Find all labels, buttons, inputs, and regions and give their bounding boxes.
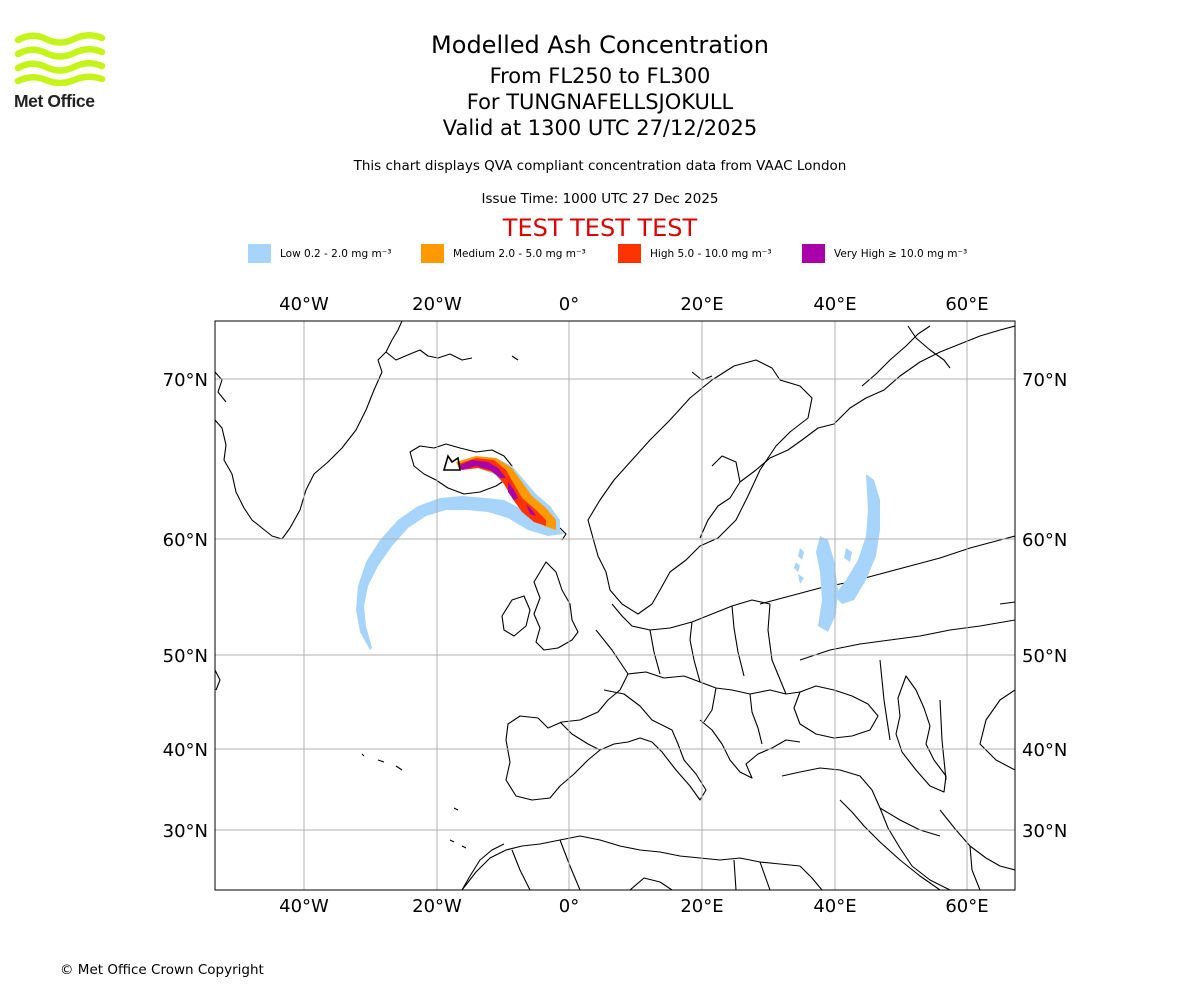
caspian-coast bbox=[895, 675, 947, 793]
ash-low bbox=[356, 458, 880, 650]
lon-tick-top-4: 40°E bbox=[813, 294, 856, 315]
coastlines bbox=[215, 321, 1015, 890]
lon-tick-bottom-1: 20°W bbox=[412, 896, 462, 917]
flight-level: From FL250 to FL300 bbox=[489, 64, 711, 88]
lon-tick-bottom-5: 60°E bbox=[945, 896, 988, 917]
lon-tick-top-1: 20°W bbox=[412, 294, 462, 315]
legend-item-very-high: Very High ≥ 10.0 mg m⁻³ bbox=[802, 244, 967, 263]
lon-tick-bottom-0: 40°W bbox=[279, 896, 329, 917]
legend-label-low: Low 0.2 - 2.0 mg m⁻³ bbox=[280, 247, 392, 260]
legend-label-medium: Medium 2.0 - 5.0 mg m⁻³ bbox=[453, 247, 586, 260]
legend-swatch-very-high bbox=[802, 244, 825, 263]
volcano-name: For TUNGNAFELLSJOKULL bbox=[466, 90, 734, 114]
lon-tick-top-2: 0° bbox=[559, 294, 579, 315]
legend-item-high: High 5.0 - 10.0 mg m⁻³ bbox=[618, 244, 772, 263]
lat-tick-right-2: 50°N bbox=[1022, 646, 1067, 667]
volcano-marker bbox=[442, 454, 461, 471]
lat-tick-left-1: 60°N bbox=[163, 530, 208, 551]
issue-time: Issue Time: 1000 UTC 27 Dec 2025 bbox=[481, 191, 719, 207]
lat-tick-right-3: 40°N bbox=[1022, 740, 1067, 761]
lat-labels-left: 70°N 60°N 50°N 40°N 30°N bbox=[163, 370, 208, 842]
lat-tick-left-3: 40°N bbox=[163, 740, 208, 761]
logo-text: Met Office bbox=[14, 91, 95, 111]
ireland-coast bbox=[501, 595, 531, 637]
black-sea-coast bbox=[793, 685, 879, 739]
lat-tick-left-0: 70°N bbox=[163, 370, 208, 391]
map-frame bbox=[214, 320, 1016, 891]
legend-swatch-high bbox=[618, 244, 641, 263]
met-office-logo-icon bbox=[14, 32, 106, 87]
legend-item-low: Low 0.2 - 2.0 mg m⁻³ bbox=[248, 244, 391, 263]
graticule bbox=[215, 321, 1015, 890]
legend-item-medium: Medium 2.0 - 5.0 mg m⁻³ bbox=[421, 244, 586, 263]
lat-labels-right: 70°N 60°N 50°N 40°N 30°N bbox=[1022, 370, 1067, 842]
legend-label-very-high: Very High ≥ 10.0 mg m⁻³ bbox=[834, 247, 968, 260]
legend-swatch-medium bbox=[421, 244, 444, 263]
greenland-coast bbox=[215, 321, 403, 540]
valid-time: Valid at 1300 UTC 27/12/2025 bbox=[442, 116, 758, 140]
test-banner: TEST TEST TEST bbox=[502, 214, 698, 242]
legend-label-high: High 5.0 - 10.0 mg m⁻³ bbox=[650, 247, 772, 260]
ash-very-high bbox=[458, 460, 536, 516]
lat-tick-left-2: 50°N bbox=[163, 646, 208, 667]
lon-labels-top: 40°W 20°W 0° 20°E 40°E 60°E bbox=[279, 294, 988, 315]
lon-tick-bottom-3: 20°E bbox=[680, 896, 723, 917]
scandinavia-coast bbox=[587, 359, 813, 615]
lon-tick-top-0: 40°W bbox=[279, 294, 329, 315]
lon-labels-bottom: 40°W 20°W 0° 20°E 40°E 60°E bbox=[279, 896, 988, 917]
lat-tick-right-0: 70°N bbox=[1022, 370, 1067, 391]
lat-tick-right-4: 30°N bbox=[1022, 821, 1067, 842]
lon-tick-bottom-4: 40°E bbox=[813, 896, 856, 917]
italy-coast bbox=[651, 723, 707, 801]
ash-high bbox=[458, 458, 546, 526]
legend-swatch-low bbox=[248, 244, 271, 263]
subtitle: This chart displays QVA compliant concen… bbox=[353, 158, 847, 174]
lat-tick-left-4: 30°N bbox=[163, 821, 208, 842]
lon-tick-bottom-2: 0° bbox=[559, 896, 579, 917]
copyright: © Met Office Crown Copyright bbox=[60, 962, 264, 978]
britain-coast bbox=[533, 561, 579, 651]
lon-tick-top-5: 60°E bbox=[945, 294, 988, 315]
lon-tick-top-3: 20°E bbox=[680, 294, 723, 315]
lat-tick-right-1: 60°N bbox=[1022, 530, 1067, 551]
chart-title: Modelled Ash Concentration bbox=[431, 31, 769, 59]
